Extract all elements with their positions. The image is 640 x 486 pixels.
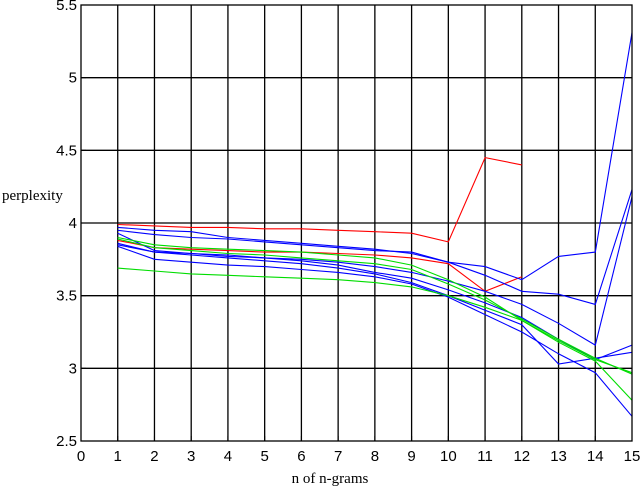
- series-line-green-1: [117, 236, 633, 401]
- x-tick-label: 5: [260, 448, 268, 465]
- x-axis-label: n of n-grams: [292, 471, 369, 486]
- y-axis-label: perplexity: [2, 188, 63, 204]
- x-tick-label: 2: [150, 448, 158, 465]
- y-tick-label: 5.5: [56, 0, 77, 14]
- x-tick-label: 12: [513, 448, 530, 465]
- y-tick-label: 2.5: [56, 433, 77, 450]
- grid-lines: [81, 5, 632, 441]
- x-axis-ticks: 0 1 2 3 4 5 6 7 8 9 10 11 12 13 14 15: [77, 436, 640, 465]
- y-tick-label: 4.5: [56, 142, 77, 159]
- x-tick-label: 14: [587, 448, 604, 465]
- series-line-blue-6: [117, 245, 633, 417]
- y-tick-label: 4: [69, 215, 77, 232]
- x-tick-label: 7: [334, 448, 342, 465]
- x-tick-label: 15: [624, 448, 640, 465]
- y-tick-label: 3.5: [56, 288, 77, 305]
- x-tick-label: 9: [407, 448, 415, 465]
- x-tick-label: 3: [187, 448, 195, 465]
- x-tick-label: 1: [114, 448, 122, 465]
- series-line-blue-5: [117, 244, 633, 365]
- y-axis-ticks: 2.5 3 3.5 4 4.5 5 5.5: [56, 0, 86, 450]
- series-line-blue-1: [117, 32, 633, 281]
- series-line-green-3: [117, 267, 633, 374]
- series-line-green-2: [117, 238, 633, 375]
- x-tick-label: 10: [440, 448, 457, 465]
- x-tick-label: 0: [77, 448, 85, 465]
- y-tick-label: 5: [69, 70, 77, 87]
- series-line-red-2: [117, 239, 523, 292]
- series-line-blue-2: [117, 189, 633, 306]
- x-tick-label: 8: [371, 448, 379, 465]
- data-series: [117, 32, 633, 417]
- y-tick-label: 3: [69, 360, 77, 377]
- x-tick-label: 4: [224, 448, 232, 465]
- x-tick-label: 13: [550, 448, 567, 465]
- x-tick-label: 11: [477, 448, 493, 465]
- x-tick-label: 6: [297, 448, 305, 465]
- series-line-red-1: [117, 156, 522, 243]
